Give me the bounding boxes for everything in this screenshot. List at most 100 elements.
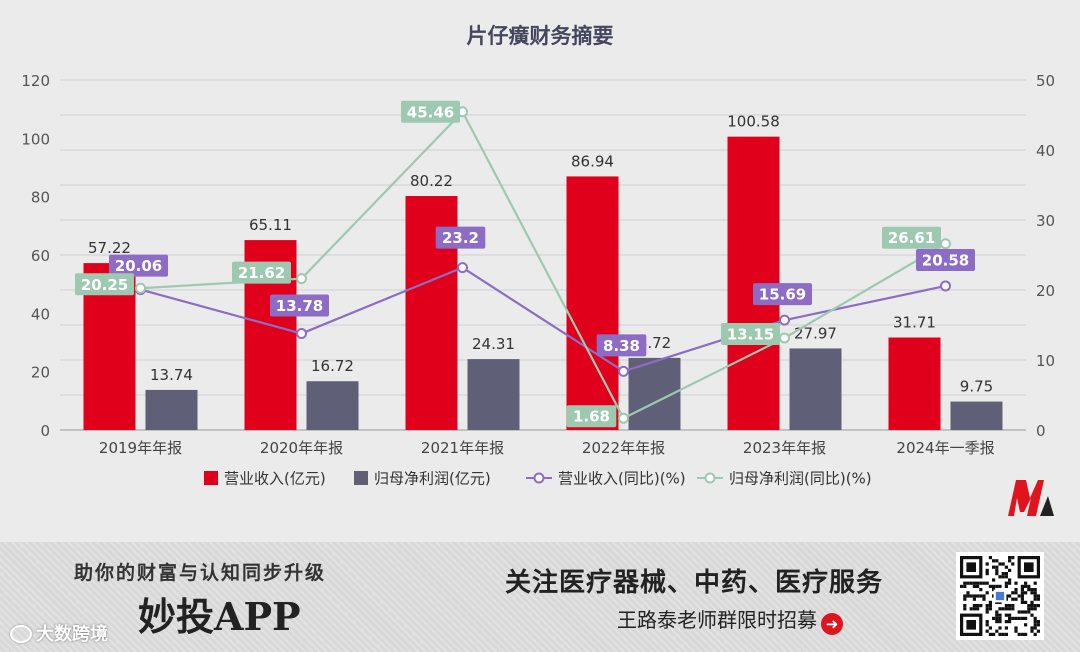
qr-module [988, 600, 992, 604]
qr-module [998, 600, 1002, 604]
qr-module [998, 620, 1002, 624]
qr-module [1036, 623, 1040, 627]
qr-module [985, 562, 989, 566]
qr-module [982, 597, 986, 601]
qr-module [1008, 578, 1012, 582]
y-left-tick-label: 60 [31, 247, 50, 265]
qr-module [976, 604, 980, 608]
line-data-label: 15.69 [759, 286, 806, 304]
chart: 片仔癀财务摘要 0 20 40 60 80 100 120 0 10 20 30 40 50 2019年年报… [21, 24, 1055, 516]
qr-module [982, 581, 986, 585]
qr-module [1011, 616, 1015, 620]
qr-module [1033, 626, 1037, 630]
qr-module [1020, 616, 1024, 620]
bar-revenue [888, 337, 941, 430]
qr-module [1033, 620, 1037, 624]
line-point [940, 280, 951, 292]
bar-data-label: 86.94 [571, 152, 614, 170]
arrow-right-icon[interactable]: ➜ [821, 613, 843, 635]
legend-entry: 营业收入(同比)(%) [558, 470, 686, 488]
qr-module [995, 616, 999, 620]
qr-module [998, 626, 1002, 630]
qr-code-icon[interactable] [956, 552, 1044, 640]
qr-module [976, 584, 980, 588]
banner-subline[interactable]: 王路泰老师群限时招募 ➜ [617, 604, 843, 635]
qr-module [1001, 572, 1005, 576]
qr-module [992, 588, 996, 592]
qr-module [1033, 581, 1037, 585]
line-label-box [753, 283, 812, 306]
line-data-label: 23.2 [442, 229, 479, 247]
qr-module [1008, 556, 1012, 560]
qr-module [995, 610, 999, 614]
y-right-tick-label: 40 [1036, 142, 1055, 160]
qr-module [985, 629, 989, 633]
qr-module [1033, 632, 1037, 636]
bar-net-profit [145, 389, 198, 430]
bar-revenue [566, 176, 619, 430]
qr-module [972, 584, 976, 588]
qr-module [1036, 620, 1040, 624]
qr-module [969, 607, 973, 611]
qr-module [995, 620, 999, 624]
qr-module [988, 632, 992, 636]
qr-module [972, 597, 976, 601]
qr-finder-inner [966, 562, 976, 572]
chart-title: 片仔癀财务摘要 [467, 24, 614, 48]
bar-data-label: 27.97 [794, 324, 837, 342]
qr-module [1027, 588, 1031, 592]
qr-module [1008, 594, 1012, 598]
watermark: 大数跨境 [10, 620, 108, 646]
qr-module [988, 584, 992, 588]
line-label-box [401, 100, 460, 123]
qr-module [998, 562, 1002, 566]
qr-module [985, 620, 989, 624]
qr-module [1033, 597, 1037, 601]
qr-module [1036, 594, 1040, 598]
qr-module [1004, 572, 1008, 576]
brand-logo-left [1008, 480, 1044, 516]
qr-module [1024, 591, 1028, 595]
qr-module [960, 584, 964, 588]
line-label-box [882, 226, 941, 249]
line-data-label: 13.15 [727, 325, 774, 343]
bar-data-label: 13.74 [150, 366, 193, 384]
y-right-tick-label: 10 [1036, 352, 1055, 370]
qr-module [992, 616, 996, 620]
qr-module [1020, 588, 1024, 592]
qr-module [963, 581, 967, 585]
qr-module [1014, 616, 1018, 620]
qr-module [995, 565, 999, 569]
series-line-revenue-yoy [140, 266, 946, 373]
qr-module [1036, 604, 1040, 608]
qr-module [998, 613, 1002, 617]
qr-finder-inner [966, 620, 976, 630]
qr-module [1020, 610, 1024, 614]
line-label-box [109, 254, 168, 277]
qr-module [1001, 575, 1005, 579]
qr-module [985, 607, 989, 611]
qr-module [1033, 594, 1037, 598]
line-point [457, 262, 468, 274]
promo-banner[interactable]: 助你的财富与认知同步升级 妙投APP 大数跨境 关注医疗器械、中药、医疗服务 王… [0, 542, 1080, 652]
line-point [940, 238, 951, 250]
qr-module [1011, 604, 1015, 608]
qr-module [995, 559, 999, 563]
qr-module [1033, 591, 1037, 595]
qr-module [985, 568, 989, 572]
qr-module [1020, 584, 1024, 588]
line-data-label: 21.62 [238, 264, 285, 282]
qr-module [985, 623, 989, 627]
bar-net-profit [467, 359, 520, 430]
qr-module [995, 629, 999, 633]
line-point [618, 365, 629, 377]
bar-data-label: 80.22 [410, 172, 453, 190]
qr-module [1011, 556, 1015, 560]
qr-module [995, 584, 999, 588]
qr-module [1033, 623, 1037, 627]
qr-module [1004, 575, 1008, 579]
qr-module [976, 581, 980, 585]
qr-module [1004, 594, 1008, 598]
qr-module [1014, 591, 1018, 595]
y-left-tick-label: 20 [31, 364, 50, 382]
